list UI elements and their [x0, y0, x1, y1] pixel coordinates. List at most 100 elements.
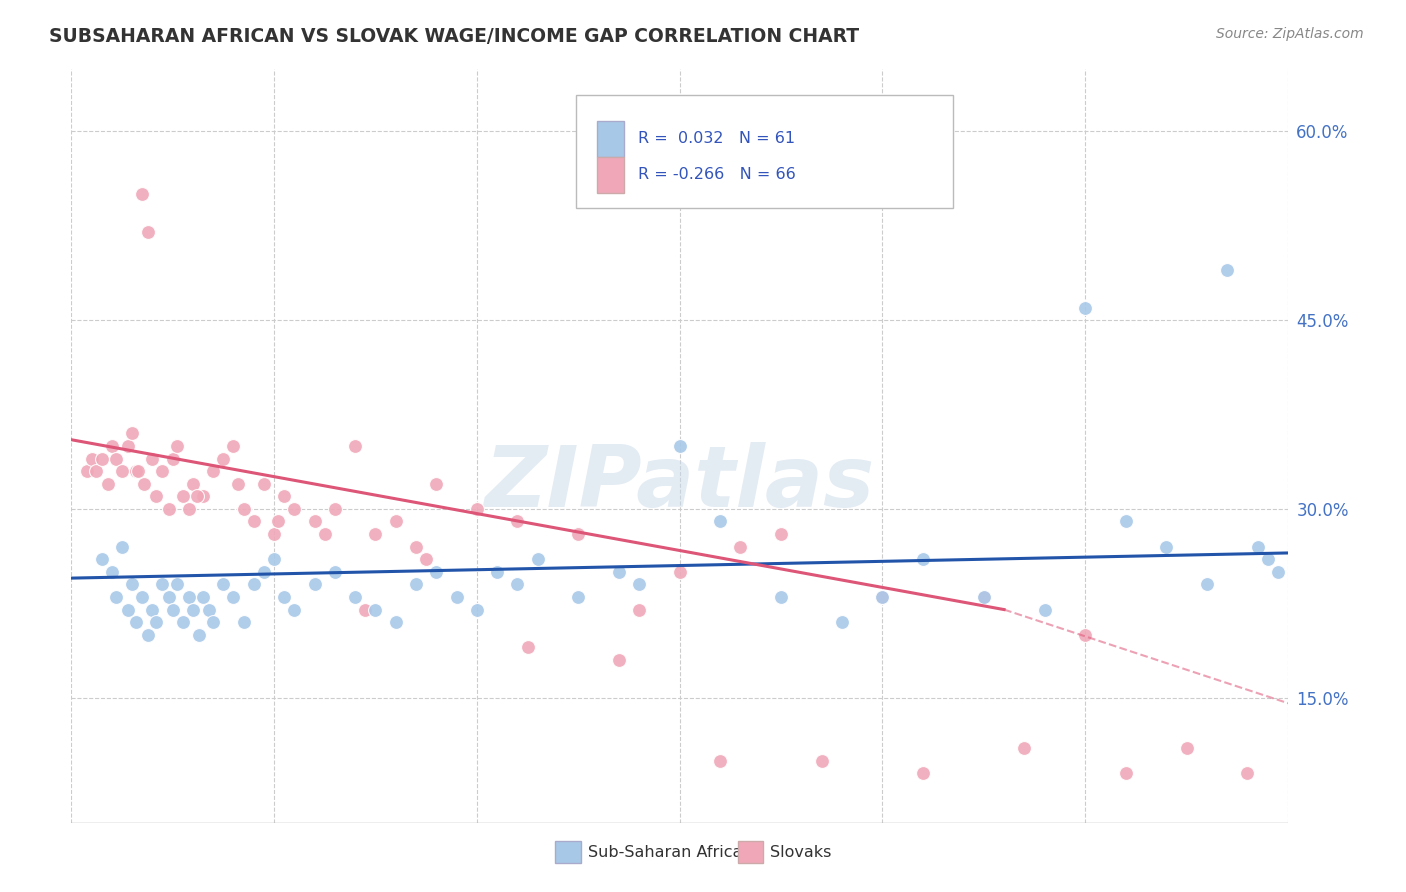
Text: ZIPatlas: ZIPatlas — [485, 442, 875, 525]
Point — [364, 602, 387, 616]
Point — [263, 552, 285, 566]
Point — [226, 476, 249, 491]
Point — [84, 464, 107, 478]
Point — [127, 464, 149, 478]
Point — [1267, 565, 1289, 579]
Point — [526, 552, 548, 566]
Point — [177, 590, 200, 604]
Point — [628, 577, 651, 591]
Point — [121, 426, 143, 441]
Point — [314, 527, 336, 541]
Point — [202, 615, 225, 629]
Point — [607, 565, 630, 579]
Point — [121, 577, 143, 591]
Point — [1257, 552, 1279, 566]
Point — [364, 527, 387, 541]
Point — [304, 515, 326, 529]
Text: R = -0.266   N = 66: R = -0.266 N = 66 — [638, 168, 796, 182]
Point — [1246, 540, 1268, 554]
Point — [111, 464, 134, 478]
Point — [117, 439, 139, 453]
Point — [425, 565, 447, 579]
Text: Sub-Saharan Africans: Sub-Saharan Africans — [588, 846, 761, 860]
Point — [141, 602, 163, 616]
Point — [104, 590, 127, 604]
Point — [607, 653, 630, 667]
Point — [567, 590, 589, 604]
Point — [273, 590, 295, 604]
Point — [162, 602, 184, 616]
Point — [668, 439, 690, 453]
Point — [1195, 577, 1218, 591]
Point — [136, 225, 159, 239]
Point — [166, 577, 188, 591]
Point — [242, 515, 264, 529]
Point — [136, 628, 159, 642]
Point — [172, 489, 194, 503]
Bar — [598, 120, 624, 157]
Point — [709, 754, 731, 768]
Point — [323, 565, 346, 579]
FancyBboxPatch shape — [576, 95, 953, 208]
Point — [111, 540, 134, 554]
Bar — [598, 157, 624, 193]
Point — [668, 565, 690, 579]
Point — [465, 602, 488, 616]
Point — [212, 451, 235, 466]
Point — [1156, 540, 1178, 554]
Point — [141, 451, 163, 466]
Point — [1175, 741, 1198, 756]
Point — [242, 577, 264, 591]
Point — [405, 577, 427, 591]
Point — [567, 527, 589, 541]
Point — [131, 590, 153, 604]
Point — [872, 590, 894, 604]
Text: Source: ZipAtlas.com: Source: ZipAtlas.com — [1216, 27, 1364, 41]
Point — [181, 476, 204, 491]
Point — [911, 552, 934, 566]
Point — [973, 590, 995, 604]
Point — [973, 590, 995, 604]
Point — [125, 464, 148, 478]
Point — [769, 527, 792, 541]
Point — [263, 527, 285, 541]
Point — [222, 590, 245, 604]
Point — [145, 615, 167, 629]
Point — [76, 464, 98, 478]
Point — [344, 590, 367, 604]
Point — [202, 464, 225, 478]
Point — [232, 615, 254, 629]
Point — [384, 515, 406, 529]
Point — [506, 577, 529, 591]
Point — [157, 502, 180, 516]
Point — [101, 565, 124, 579]
Point — [872, 590, 894, 604]
Point — [465, 502, 488, 516]
Point — [810, 754, 832, 768]
Point — [131, 187, 153, 202]
Point — [172, 615, 194, 629]
Point — [181, 602, 204, 616]
Point — [1074, 628, 1097, 642]
Point — [186, 489, 208, 503]
Point — [80, 451, 103, 466]
Point — [628, 602, 651, 616]
Point — [90, 552, 112, 566]
Point — [145, 489, 167, 503]
Point — [304, 577, 326, 591]
Point — [253, 565, 276, 579]
Point — [188, 628, 211, 642]
Point — [769, 590, 792, 604]
Point — [446, 590, 468, 604]
Point — [1074, 301, 1097, 315]
Point — [97, 476, 120, 491]
Point — [1014, 741, 1036, 756]
Point — [1115, 766, 1137, 780]
Point — [222, 439, 245, 453]
Point — [506, 515, 529, 529]
Point — [104, 451, 127, 466]
Point — [283, 602, 305, 616]
Point — [1216, 263, 1239, 277]
Point — [486, 565, 509, 579]
Point — [191, 489, 214, 503]
